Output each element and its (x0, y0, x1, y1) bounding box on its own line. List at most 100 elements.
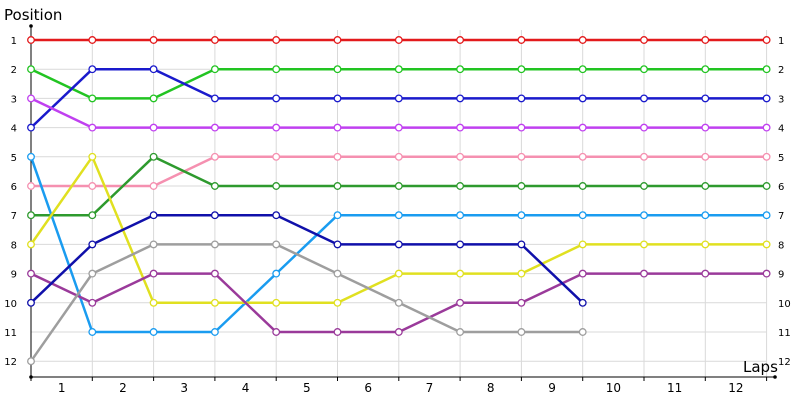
series-point (149, 269, 158, 278)
series-point (149, 36, 158, 44)
series-point (272, 211, 281, 220)
series-point (27, 123, 35, 132)
series-point (640, 36, 648, 44)
series-point (456, 152, 465, 161)
x-tick-label: 5 (303, 381, 311, 395)
series-point (517, 328, 526, 336)
y-tick-label-right: 10 (778, 299, 791, 310)
series-point (762, 36, 771, 44)
series-point (394, 328, 403, 336)
series-point (210, 65, 219, 74)
series-point (640, 123, 648, 132)
series-point (210, 211, 219, 220)
y-tick-label: 9 (11, 270, 17, 281)
x-ticks: 1 2 3 4 5 6 7 8 9 10 11 12 (30, 377, 768, 395)
series-point (210, 298, 219, 307)
x-tick-label: 4 (242, 381, 250, 395)
series-point (333, 240, 342, 249)
series-point (272, 36, 281, 44)
y-tick-label: 2 (11, 65, 17, 76)
series-point (272, 65, 281, 74)
y-tick-label: 12 (4, 357, 17, 368)
series-point (640, 240, 648, 249)
series-point (333, 152, 342, 161)
series-point (517, 240, 526, 249)
series-point (701, 36, 710, 44)
series-3 (27, 65, 771, 132)
y-tick-label-right: 2 (778, 65, 784, 76)
series-point (210, 152, 219, 161)
series-point (762, 211, 771, 220)
series-6 (27, 152, 771, 220)
series-point (701, 182, 710, 190)
series-point (333, 36, 342, 44)
x-axis-title: Laps (743, 358, 778, 376)
series-point (333, 269, 342, 278)
series-point (394, 269, 403, 278)
y-tick-label-right: 4 (778, 124, 784, 135)
x-tick-label: 10 (606, 381, 621, 395)
y-tick-label: 4 (11, 124, 17, 135)
series-point (456, 211, 465, 220)
series-point (27, 152, 35, 161)
series-point (149, 65, 158, 74)
series-point (27, 94, 35, 103)
series-point (333, 65, 342, 74)
series-point (578, 65, 587, 74)
series-point (762, 269, 771, 278)
series-point (578, 298, 587, 307)
y-tick-label: 8 (11, 240, 17, 251)
y-tick-label: 10 (4, 299, 17, 310)
series-point (210, 240, 219, 249)
series-point (149, 123, 158, 132)
series-point (517, 65, 526, 74)
series-point (88, 123, 97, 132)
grid (31, 30, 768, 377)
series-point (394, 240, 403, 249)
x-tick-label: 9 (548, 381, 556, 395)
series-point (762, 152, 771, 161)
series-point (456, 240, 465, 249)
series-point (578, 36, 587, 44)
series-point (640, 211, 648, 220)
series-point (149, 152, 158, 161)
series-point (333, 211, 342, 220)
series-point (88, 211, 97, 220)
series-point (333, 123, 342, 132)
series-line (29, 243, 583, 362)
series-11 (27, 240, 587, 366)
axes (29, 24, 777, 379)
series-point (27, 357, 35, 366)
y-axis-arrow (29, 24, 33, 28)
y-tick-label: 11 (4, 328, 17, 339)
x-axis-arrow (773, 375, 777, 379)
series-point (578, 240, 587, 249)
series-point (272, 298, 281, 307)
series-point (210, 123, 219, 132)
series-point (456, 269, 465, 278)
series-point (394, 94, 403, 103)
series-point (333, 328, 342, 336)
series-point (272, 94, 281, 103)
series-point (272, 269, 281, 278)
series-point (762, 94, 771, 103)
series-point (701, 240, 710, 249)
series-point (27, 65, 35, 74)
series-point (578, 211, 587, 220)
y-tick-label: 6 (11, 182, 17, 193)
series-point (272, 123, 281, 132)
series-point (762, 182, 771, 190)
series-point (517, 123, 526, 132)
x-tick-label: 12 (728, 381, 743, 395)
series-point (149, 240, 158, 249)
series-point (88, 152, 97, 161)
series (27, 36, 771, 366)
y-tick-label-right: 3 (778, 94, 784, 105)
series-point (333, 182, 342, 190)
series-2 (27, 65, 771, 103)
series-point (456, 182, 465, 190)
series-point (701, 152, 710, 161)
series-point (578, 94, 587, 103)
